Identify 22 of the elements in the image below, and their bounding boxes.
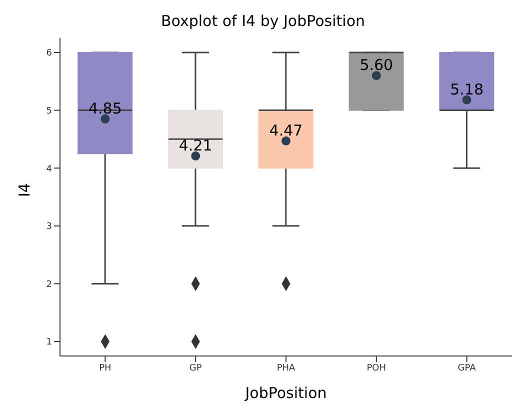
data-label: 4.47 bbox=[269, 121, 303, 140]
y-tick-label: 3 bbox=[46, 222, 52, 232]
point bbox=[191, 151, 200, 160]
x-tick-label: PH bbox=[99, 363, 112, 374]
point bbox=[372, 71, 381, 80]
chart-title: Boxplot of I4 by JobPosition bbox=[160, 12, 366, 30]
x-tick-label: GPA bbox=[458, 363, 477, 374]
y-tick-label: 4 bbox=[46, 164, 52, 174]
data-label: 4.21 bbox=[178, 136, 212, 154]
y-tick-label: 5 bbox=[46, 106, 52, 116]
point bbox=[281, 136, 291, 146]
y-tick-label: 6 bbox=[46, 48, 52, 59]
y-tick-label: 1 bbox=[46, 338, 52, 348]
data-label: 5.60 bbox=[360, 56, 394, 74]
y-axis-title: I4 bbox=[15, 183, 34, 197]
data-label: 5.18 bbox=[450, 80, 484, 98]
x-tick-label: GP bbox=[189, 363, 202, 374]
x-axis-title: JobPosition bbox=[244, 384, 327, 402]
x-tick-label: PHA bbox=[276, 363, 296, 374]
y-tick-label: 2 bbox=[46, 280, 52, 290]
x-tick-label: POH bbox=[366, 363, 386, 374]
point bbox=[462, 95, 472, 104]
